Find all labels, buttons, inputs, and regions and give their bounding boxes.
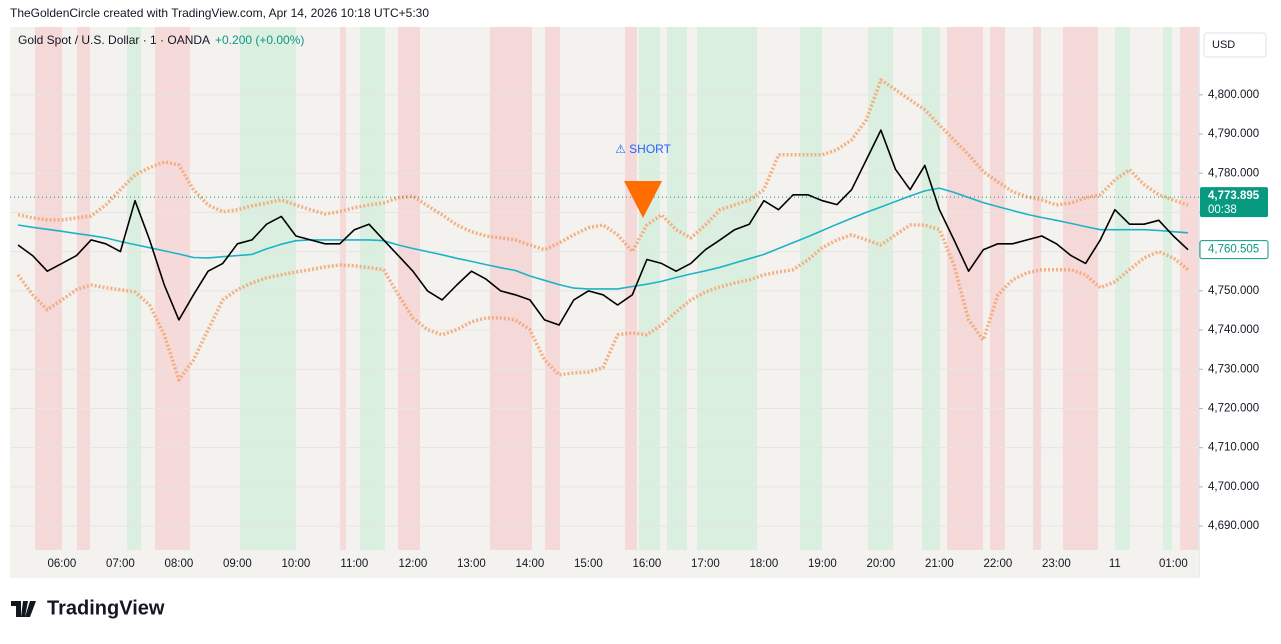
y-tick-label: 4,710.000 — [1208, 442, 1259, 454]
x-tick-label: 16:00 — [632, 558, 661, 570]
x-tick-label: 08:00 — [164, 558, 193, 570]
y-tick-label: 4,780.000 — [1208, 167, 1259, 179]
price-axis — [1199, 27, 1270, 578]
x-tick-label: 09:00 — [223, 558, 252, 570]
time-axis — [10, 550, 1199, 578]
y-tick-label: 4,740.000 — [1208, 324, 1259, 336]
y-tick-label: 4,750.000 — [1208, 285, 1259, 297]
x-tick-label: 21:00 — [925, 558, 954, 570]
x-tick-label: 12:00 — [398, 558, 427, 570]
y-tick-label: 4,720.000 — [1208, 402, 1259, 414]
series-line — [17, 129, 1189, 326]
x-tick-label: 11:00 — [340, 558, 368, 570]
countdown-label: 00:38 — [1208, 204, 1237, 216]
currency-label[interactable]: USD — [1212, 39, 1235, 51]
header: TheGoldenCircle created with TradingView… — [10, 6, 429, 20]
logo: TradingView — [11, 597, 165, 619]
x-tick-label: 19:00 — [808, 558, 837, 570]
x-tick-label: 15:00 — [574, 558, 603, 570]
x-tick-label: 14:00 — [515, 558, 544, 570]
x-tick-label: 22:00 — [983, 558, 1012, 570]
ma-price-label: 4,760.505 — [1208, 244, 1259, 256]
chart-layer: 4,690.000 4,700.000 4,710.000 4,720.000 4,73… — [10, 78, 1269, 570]
change-legend: +0.200 (+0.00%) — [215, 33, 304, 47]
symbol-legend: Gold Spot / U.S. Dollar · 1 · OANDA — [18, 33, 210, 47]
x-tick-label: 01:00 — [1159, 558, 1188, 570]
y-tick-label: 4,790.000 — [1208, 128, 1259, 140]
x-tick-label: 11 — [1109, 558, 1121, 570]
x-tick-label: 07:00 — [106, 558, 135, 570]
short-marker — [624, 181, 662, 218]
series-line — [17, 187, 1189, 290]
band-line — [17, 78, 1189, 254]
x-tick-label: 06:00 — [47, 558, 76, 570]
signal-zones — [35, 27, 1198, 550]
x-tick-label: 18:00 — [749, 558, 778, 570]
short-annotation: ⚠ SHORT — [615, 142, 672, 156]
x-tick-label: 23:00 — [1042, 558, 1071, 570]
currency-button[interactable] — [1203, 32, 1267, 58]
ma-price-box — [1199, 240, 1269, 260]
band-line — [16, 223, 1190, 382]
x-tick-label: 17:00 — [691, 558, 720, 570]
y-tick-label: 4,700.000 — [1208, 481, 1259, 493]
last-price-label: 4,773.895 — [1208, 190, 1260, 202]
last-price-box — [1200, 187, 1268, 218]
x-tick-label: 10:00 — [281, 558, 310, 570]
y-tick-label: 4,800.000 — [1208, 89, 1259, 101]
y-tick-label: 4,730.000 — [1208, 363, 1259, 375]
x-tick-label: 13:00 — [457, 558, 486, 570]
footer: TradingView — [47, 597, 165, 619]
x-tick-label: 20:00 — [866, 558, 895, 570]
y-tick-label: 4,690.000 — [1208, 520, 1259, 532]
